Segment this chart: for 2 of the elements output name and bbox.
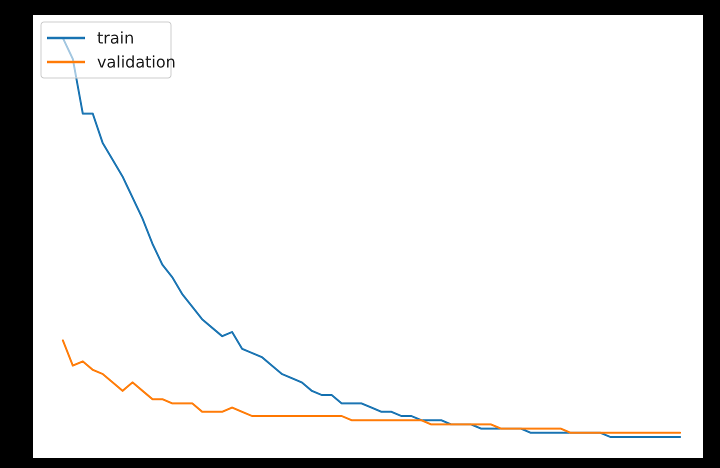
legend-label: train — [97, 28, 134, 48]
legend-label: validation — [97, 52, 176, 72]
